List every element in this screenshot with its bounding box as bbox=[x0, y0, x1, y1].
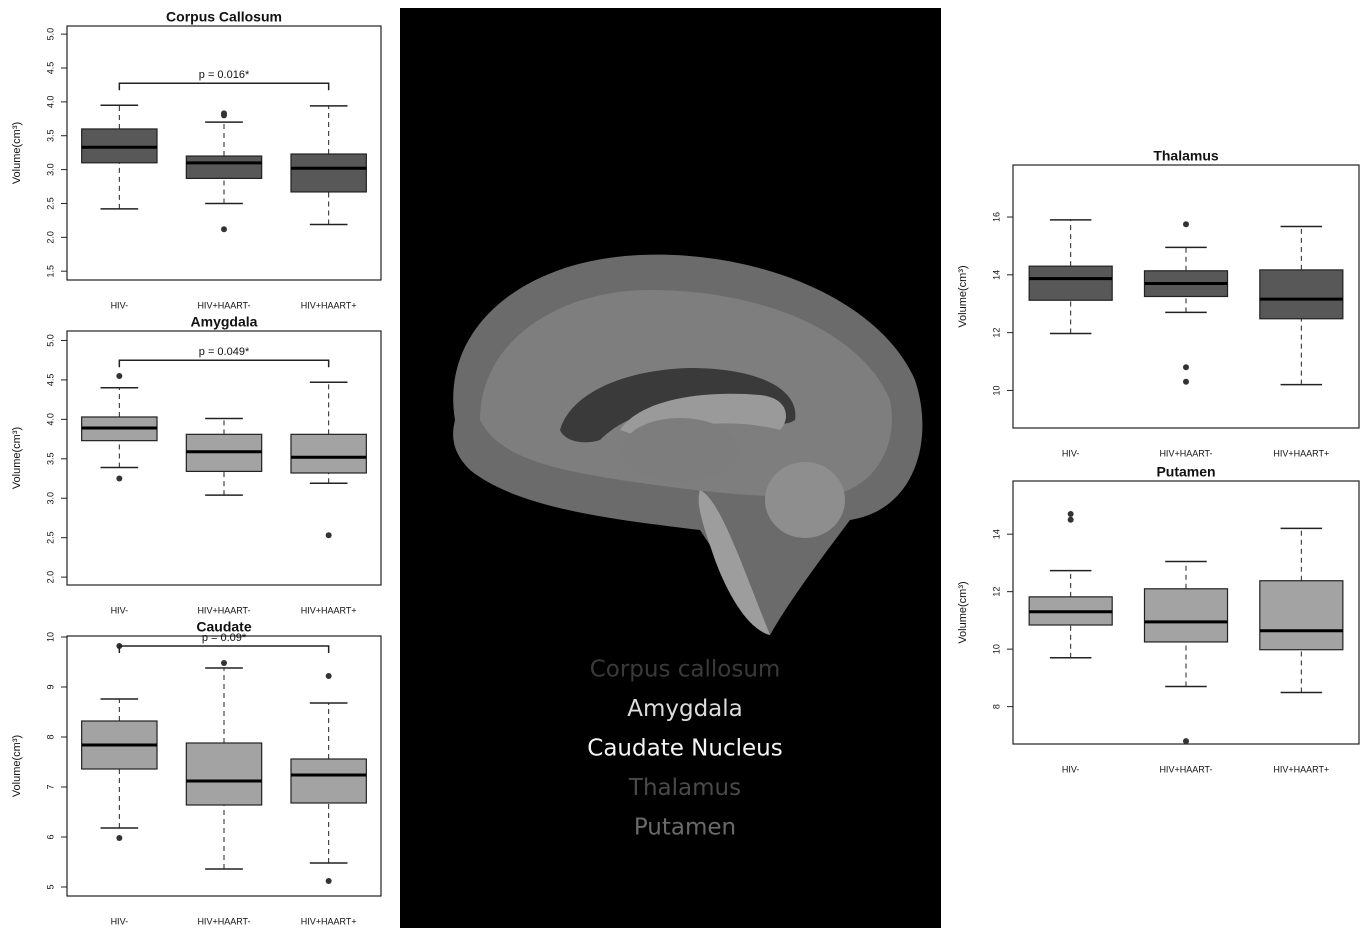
box-plot: Thalamus Volume(cm³) 10 12 14 16 HIV- HIV+HAART… bbox=[957, 148, 1359, 459]
y-tick-label: 2.5 bbox=[45, 197, 55, 210]
y-axis-label: Volume(cm³) bbox=[11, 122, 23, 184]
image-label: Amygdala bbox=[627, 696, 743, 722]
x-tick-label: HIV+HAART- bbox=[1159, 764, 1212, 774]
outlier bbox=[116, 476, 122, 482]
x-tick-label: HIV+HAART+ bbox=[1273, 448, 1329, 458]
y-tick-label: 6 bbox=[45, 834, 55, 839]
y-tick-label: 5.0 bbox=[45, 334, 55, 347]
y-tick-label: 9 bbox=[45, 684, 55, 689]
annotation: p = 0.016* bbox=[199, 69, 250, 81]
image-label: Putamen bbox=[634, 815, 736, 841]
y-tick-label: 8 bbox=[991, 704, 1001, 709]
x-tick-label: HIV- bbox=[111, 300, 129, 310]
box-plot: Amygdala Volume(cm³) 2.0 2.5 3.0 3.5 4.0 4.5 5.0… bbox=[11, 314, 381, 616]
chart-title: Putamen bbox=[1156, 464, 1215, 480]
y-tick-label: 4.5 bbox=[45, 62, 55, 75]
outlier bbox=[326, 532, 332, 538]
chart-title: Thalamus bbox=[1153, 148, 1219, 164]
outlier bbox=[221, 226, 227, 232]
y-tick-label: 14 bbox=[991, 270, 1001, 280]
y-tick-label: 3.5 bbox=[45, 129, 55, 142]
x-tick-label: HIV+HAART+ bbox=[301, 300, 357, 310]
outlier bbox=[1183, 364, 1189, 370]
x-tick-label: HIV- bbox=[1062, 448, 1080, 458]
outlier bbox=[116, 835, 122, 841]
box bbox=[1029, 266, 1112, 300]
box bbox=[1260, 581, 1343, 650]
box-plot: Corpus Callosum Volume(cm³) 1.5 2.0 2.5 3.0 3.… bbox=[11, 9, 381, 311]
y-tick-label: 2.0 bbox=[45, 571, 55, 584]
box-plot: Putamen Volume(cm³) 8 10 12 14 HIV- HIV+HAART- H… bbox=[957, 464, 1359, 775]
image-label: Caudate Nucleus bbox=[587, 736, 782, 762]
outlier bbox=[1183, 738, 1189, 744]
annotation: p = 0.09* bbox=[202, 632, 247, 644]
y-tick-label: 3.0 bbox=[45, 492, 55, 505]
x-tick-label: HIV+HAART+ bbox=[301, 916, 357, 926]
chart-title: Amygdala bbox=[191, 314, 258, 330]
x-tick-label: HIV+HAART- bbox=[1159, 448, 1212, 458]
outlier bbox=[116, 373, 122, 379]
outlier bbox=[326, 673, 332, 679]
y-axis-label: Volume(cm³) bbox=[957, 581, 969, 643]
y-tick-label: 3.5 bbox=[45, 453, 55, 466]
image-label: Thalamus bbox=[628, 775, 741, 801]
box bbox=[1144, 589, 1227, 642]
significance-bracket bbox=[119, 646, 328, 653]
box bbox=[1260, 270, 1343, 319]
y-tick-label: 5 bbox=[45, 884, 55, 889]
outlier bbox=[1183, 379, 1189, 385]
outlier bbox=[1068, 517, 1074, 523]
box bbox=[291, 759, 366, 803]
y-axis-label: Volume(cm³) bbox=[957, 265, 969, 327]
outlier bbox=[221, 110, 227, 116]
outlier bbox=[1183, 221, 1189, 227]
y-axis-label: Volume(cm³) bbox=[11, 735, 23, 797]
box bbox=[186, 156, 261, 178]
y-axis-label: Volume(cm³) bbox=[11, 427, 23, 489]
y-tick-label: 16 bbox=[991, 212, 1001, 222]
outlier bbox=[326, 878, 332, 884]
x-tick-label: HIV+HAART- bbox=[197, 605, 250, 615]
significance-bracket bbox=[119, 83, 328, 90]
y-tick-label: 10 bbox=[991, 644, 1001, 654]
box bbox=[291, 434, 366, 473]
y-tick-label: 3.0 bbox=[45, 163, 55, 176]
y-tick-label: 10 bbox=[45, 632, 55, 642]
box-plot: CaudateVolume(cm³)5678910HIV-HIV+HAART-H… bbox=[11, 619, 381, 927]
image-label: Corpus callosum bbox=[590, 657, 781, 683]
box bbox=[186, 743, 261, 805]
y-tick-label: 7 bbox=[45, 784, 55, 789]
significance-bracket bbox=[119, 360, 328, 367]
x-tick-label: HIV- bbox=[111, 605, 129, 615]
y-tick-label: 1.5 bbox=[45, 265, 55, 278]
box bbox=[291, 154, 366, 192]
x-tick-label: HIV+HAART- bbox=[197, 300, 250, 310]
outlier bbox=[221, 660, 227, 666]
x-tick-label: HIV- bbox=[111, 916, 129, 926]
y-tick-label: 10 bbox=[991, 385, 1001, 395]
y-tick-label: 8 bbox=[45, 734, 55, 739]
y-tick-label: 12 bbox=[991, 328, 1001, 338]
x-tick-label: HIV+HAART- bbox=[197, 916, 250, 926]
y-tick-label: 4.5 bbox=[45, 374, 55, 387]
figure: Corpus callosum Amygdala Caudate Nucleus Th… bbox=[0, 0, 1366, 928]
y-tick-label: 2.5 bbox=[45, 531, 55, 544]
y-tick-label: 2.0 bbox=[45, 231, 55, 244]
chart-title: Corpus Callosum bbox=[166, 9, 282, 25]
x-tick-label: HIV+HAART+ bbox=[1273, 764, 1329, 774]
y-tick-label: 5.0 bbox=[45, 28, 55, 41]
y-tick-label: 4.0 bbox=[45, 96, 55, 109]
annotation: p = 0.049* bbox=[199, 346, 250, 358]
y-tick-label: 12 bbox=[991, 587, 1001, 597]
x-tick-label: HIV- bbox=[1062, 764, 1080, 774]
x-tick-label: HIV+HAART+ bbox=[301, 605, 357, 615]
y-tick-label: 14 bbox=[991, 529, 1001, 539]
y-tick-label: 4.0 bbox=[45, 413, 55, 426]
outlier bbox=[1068, 511, 1074, 517]
